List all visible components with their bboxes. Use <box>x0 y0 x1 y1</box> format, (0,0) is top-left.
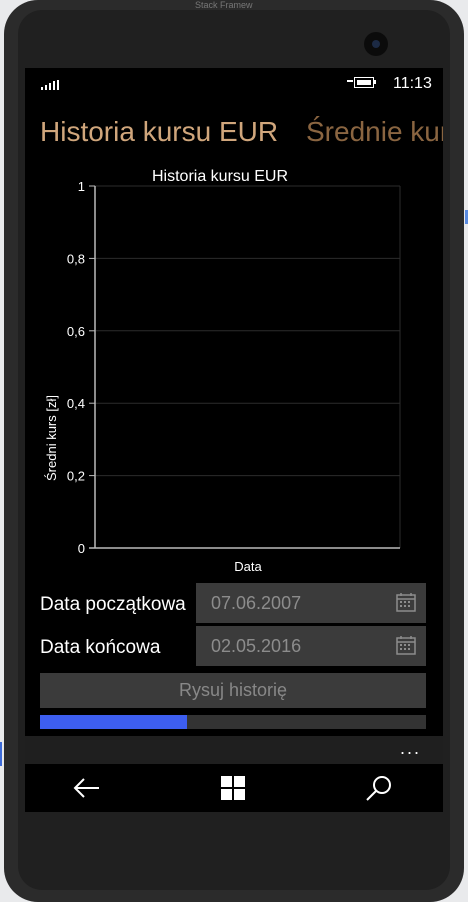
navigation-bar <box>25 764 443 812</box>
start-date-label: Data początkowa <box>40 594 186 615</box>
app-bar: ... <box>25 736 443 764</box>
status-time: 11:13 <box>393 75 432 92</box>
chart-y-tick-label: 0,2 <box>67 469 85 484</box>
pivot-tab-averages[interactable]: Średnie kursy <box>306 116 443 147</box>
pivot-tab-history[interactable]: Historia kursu EUR <box>40 116 279 147</box>
battery-icon <box>347 75 377 89</box>
side-marker <box>0 742 2 766</box>
chart-y-tick-label: 1 <box>78 179 85 194</box>
chart-x-label: Data <box>234 559 262 574</box>
progress-fill <box>40 715 187 729</box>
calendar-icon <box>396 593 416 612</box>
chart-y-tick-label: 0,6 <box>67 324 85 339</box>
search-icon[interactable] <box>363 772 395 804</box>
status-bar: 11:13 <box>25 68 443 100</box>
end-date-value: 02.05.2016 <box>211 636 302 656</box>
chart-grid <box>95 185 401 548</box>
background-window-text: Stack Framew <box>195 0 253 10</box>
chart-axes <box>89 186 400 549</box>
history-chart: Historia kursu EUR 0 0,2 0,4 0,6 0,8 1 Data Ś… <box>44 168 401 574</box>
start-date-value: 07.06.2007 <box>211 593 302 613</box>
phone-screen: 11:13 Historia kursu EUR Średnie kursy H… <box>25 68 443 812</box>
camera-icon <box>364 32 388 56</box>
chart-y-ticks: 0 0,2 0,4 0,6 0,8 1 <box>67 179 95 556</box>
end-date-label: Data końcowa <box>40 637 161 658</box>
draw-history-button[interactable]: Rysuj historię <box>40 673 426 708</box>
chart-y-label: Średni kurs [zł] <box>44 395 59 481</box>
start-date-picker[interactable]: 07.06.2007 <box>196 583 426 623</box>
end-date-picker[interactable]: 02.05.2016 <box>196 626 426 666</box>
calendar-icon <box>396 636 416 655</box>
signal-icon <box>41 80 61 90</box>
chart-y-tick-label: 0 <box>78 541 85 556</box>
more-options-button[interactable]: ... <box>399 738 421 758</box>
progress-bar <box>40 715 426 729</box>
chart-y-tick-label: 0,4 <box>67 396 85 411</box>
chart-title: Historia kursu EUR <box>152 168 288 185</box>
chart-y-tick-label: 0,8 <box>67 251 85 266</box>
windows-logo-icon[interactable] <box>217 772 249 804</box>
back-arrow-icon[interactable] <box>71 772 103 804</box>
side-marker-right <box>465 210 468 224</box>
